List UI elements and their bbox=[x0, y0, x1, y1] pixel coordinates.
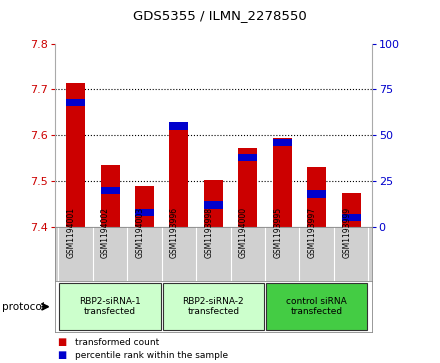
Bar bbox=[273, 138, 292, 227]
Text: GSM1193995: GSM1193995 bbox=[273, 207, 282, 258]
Bar bbox=[101, 165, 120, 227]
Bar bbox=[163, 284, 264, 330]
Bar bbox=[342, 214, 361, 221]
Text: GSM1193996: GSM1193996 bbox=[170, 207, 179, 258]
Bar bbox=[273, 139, 292, 146]
Bar bbox=[59, 284, 161, 330]
Bar bbox=[135, 208, 154, 216]
Text: percentile rank within the sample: percentile rank within the sample bbox=[75, 351, 228, 359]
Text: control siRNA
transfected: control siRNA transfected bbox=[286, 297, 347, 317]
Text: ■: ■ bbox=[57, 350, 66, 360]
Bar bbox=[307, 190, 326, 197]
Bar bbox=[238, 154, 257, 161]
Text: GSM1193999: GSM1193999 bbox=[342, 207, 351, 258]
Bar bbox=[266, 284, 367, 330]
Bar bbox=[238, 148, 257, 227]
Text: GSM1194001: GSM1194001 bbox=[67, 207, 76, 258]
Bar bbox=[204, 201, 223, 208]
Text: GSM1193998: GSM1193998 bbox=[205, 207, 213, 258]
Bar bbox=[169, 130, 188, 227]
Bar bbox=[66, 98, 85, 106]
Text: RBP2-siRNA-1
transfected: RBP2-siRNA-1 transfected bbox=[79, 297, 141, 317]
Bar bbox=[101, 187, 120, 194]
Text: GSM1193997: GSM1193997 bbox=[308, 207, 317, 258]
Text: RBP2-siRNA-2
transfected: RBP2-siRNA-2 transfected bbox=[183, 297, 244, 317]
Bar bbox=[66, 82, 85, 227]
Bar bbox=[342, 192, 361, 227]
Bar bbox=[204, 180, 223, 227]
Text: transformed count: transformed count bbox=[75, 338, 159, 347]
Text: GDS5355 / ILMN_2278550: GDS5355 / ILMN_2278550 bbox=[133, 9, 307, 22]
Text: GSM1194003: GSM1194003 bbox=[136, 207, 144, 258]
Bar bbox=[307, 167, 326, 227]
Text: GSM1194002: GSM1194002 bbox=[101, 207, 110, 258]
Text: ■: ■ bbox=[57, 337, 66, 347]
Bar bbox=[169, 122, 188, 130]
Text: protocol: protocol bbox=[2, 302, 45, 312]
Text: GSM1194000: GSM1194000 bbox=[239, 207, 248, 258]
Bar bbox=[135, 185, 154, 227]
